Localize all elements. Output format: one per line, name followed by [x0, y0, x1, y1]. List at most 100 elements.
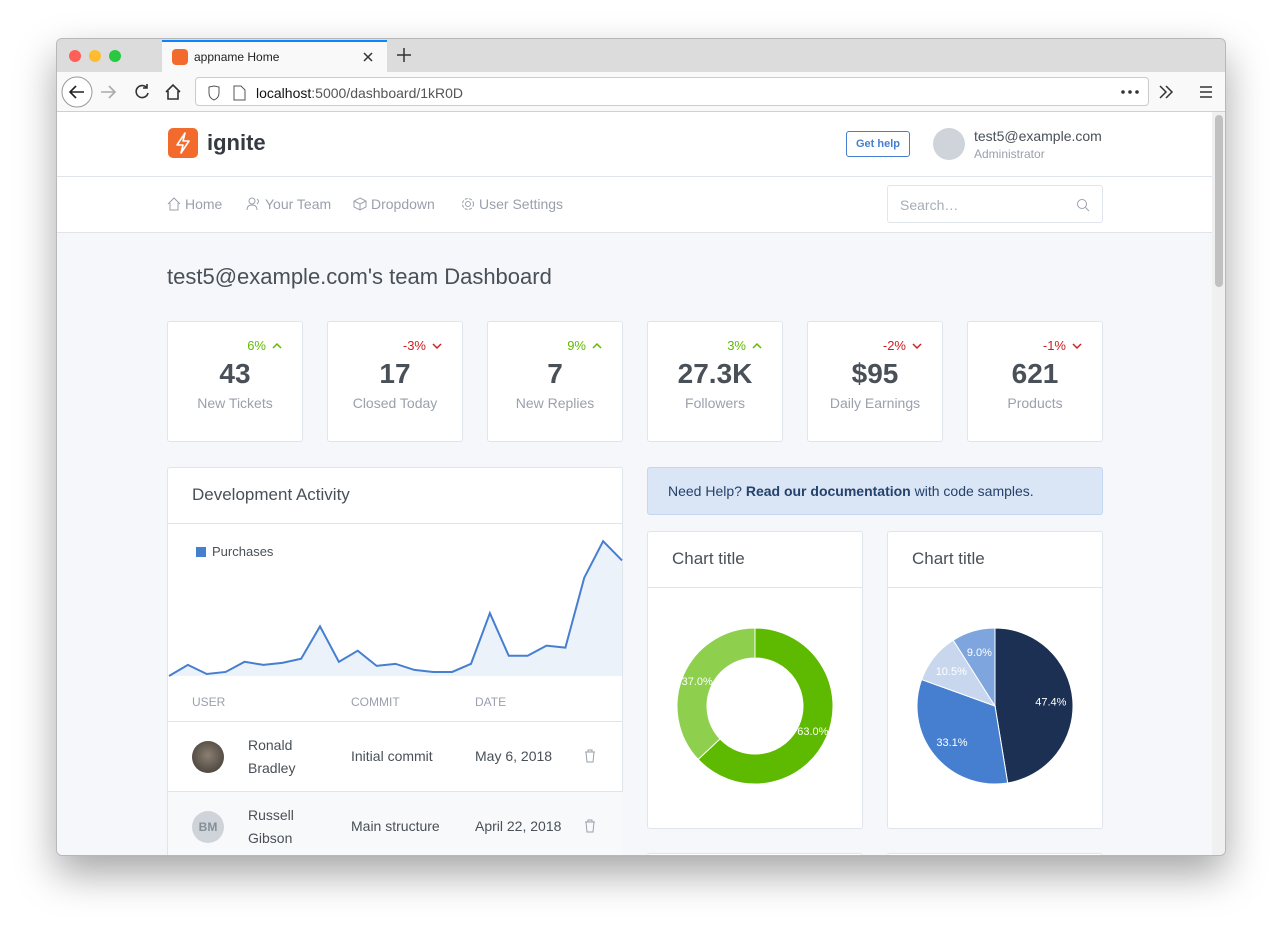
- change-text: -3%: [402, 338, 426, 353]
- trend-chevron: [592, 342, 602, 349]
- chart-card: Chart title 47.4% 33.1% 10.5% 9.0%: [887, 531, 1103, 829]
- legend-label: Purchases: [212, 544, 274, 559]
- nav-label: Home: [185, 196, 223, 212]
- trend-arrow: [432, 342, 442, 349]
- alert-tail: with code samples.: [914, 483, 1034, 499]
- user-avatar[interactable]: [933, 128, 965, 160]
- stat-card: 3% 27.3K Followers: [647, 321, 783, 442]
- stat-card: 9% 7 New Replies: [487, 321, 623, 442]
- stat-change: 3%: [727, 338, 762, 353]
- brand: ignite: [207, 130, 266, 155]
- stat-value: 621: [1011, 358, 1059, 389]
- slice: [952, 627, 996, 708]
- help-alert: Need Help? Read our documentation with c…: [647, 467, 1103, 515]
- url-host: localhost: [256, 85, 312, 101]
- help-button[interactable]: Get help: [846, 131, 910, 157]
- scrollbar[interactable]: [1212, 112, 1225, 855]
- donut-chart: 63.0% 37.0%: [676, 627, 834, 785]
- activity-card: Development Activity Purchases USER COMM…: [167, 467, 623, 855]
- trend-arrow: [752, 342, 762, 349]
- user-photo: [192, 741, 224, 773]
- tab-close[interactable]: [362, 51, 374, 63]
- nav-item[interactable]: User Settings: [461, 196, 563, 212]
- stat-card: -1% 621 Products: [967, 321, 1103, 442]
- slice-label: 9.0%: [967, 647, 992, 659]
- stat-label: Closed Today: [352, 395, 438, 411]
- site-header: ignite Get help test5@example.com Admini…: [57, 112, 1212, 177]
- zoom-dot[interactable]: [109, 50, 121, 62]
- nav-icon: [353, 197, 367, 211]
- column-header: DATE: [475, 695, 507, 709]
- nav-label: User Settings: [479, 196, 564, 212]
- card-title: Development Activity: [168, 468, 622, 524]
- stat-value: $95: [851, 358, 899, 389]
- date: April 22, 2018: [475, 818, 562, 834]
- commit: Initial commit: [351, 748, 433, 764]
- stat-value: 7: [547, 358, 563, 389]
- user-name: Ronald Bradley: [248, 737, 296, 776]
- tab-title: appname Home: [194, 50, 280, 64]
- nav-item[interactable]: Your Team: [246, 196, 331, 212]
- search-placeholder: Search…: [900, 197, 959, 213]
- trend-chevron: [752, 342, 762, 349]
- active-tab[interactable]: appname Home: [162, 40, 387, 72]
- more-button[interactable]: [1121, 90, 1139, 95]
- slice: [676, 627, 756, 761]
- overflow-button[interactable]: [1158, 84, 1174, 100]
- date: May 6, 2018: [475, 748, 553, 764]
- stat-label: New Replies: [515, 395, 595, 411]
- url-icons: [208, 85, 246, 101]
- slice: [697, 627, 834, 785]
- slice-label: 63.0%: [797, 726, 828, 738]
- stat-change: -2%: [883, 338, 922, 353]
- back-button[interactable]: [60, 75, 94, 109]
- delete-button[interactable]: [584, 819, 596, 833]
- card-title: Chart title: [648, 532, 862, 588]
- nav-item[interactable]: Home: [167, 196, 222, 212]
- menu-button[interactable]: [1199, 85, 1213, 99]
- nav-icon: [462, 198, 474, 210]
- delete-button[interactable]: [584, 749, 596, 763]
- table-row: BM Russell Gibson Main structure April 2…: [168, 792, 623, 855]
- close-dot[interactable]: [69, 50, 81, 62]
- pie-chart: 47.4% 33.1% 10.5%9.0%: [916, 627, 1074, 785]
- trend-arrow: [272, 342, 282, 349]
- url-path: :5000/dashboard/1kR0D: [311, 85, 464, 101]
- tab-icon: [172, 49, 188, 65]
- activity-chart: Purchases: [168, 539, 623, 677]
- column-header: USER: [192, 695, 226, 709]
- change-text: 6%: [247, 338, 266, 353]
- nav-label: Dropdown: [371, 196, 435, 212]
- stat-value: 43: [219, 358, 251, 389]
- search-box[interactable]: Search…: [887, 185, 1103, 223]
- trend-chevron: [912, 342, 922, 349]
- change-text: -2%: [882, 338, 906, 353]
- stat-card: 6% 43 New Tickets: [167, 321, 303, 442]
- alert-link[interactable]: Read our documentation: [745, 483, 911, 499]
- url-bar[interactable]: localhost:5000/dashboard/1kR0D: [195, 77, 1149, 106]
- user-role: Administrator: [974, 147, 1045, 161]
- stat-card: -3% 17 Closed Today: [327, 321, 463, 442]
- stat-change: 9%: [567, 338, 602, 353]
- stat-change: -3%: [403, 338, 442, 353]
- forward-button[interactable]: [99, 84, 117, 100]
- table-row: Ronald Bradley Initial commit May 6, 201…: [168, 722, 623, 792]
- trend-arrow: [1072, 342, 1082, 349]
- minimize-dot[interactable]: [89, 50, 101, 62]
- scroll-thumb[interactable]: [1215, 115, 1223, 287]
- trend-chevron: [272, 342, 282, 349]
- home-button[interactable]: [164, 83, 182, 101]
- page-title: test5@example.com's team Dashboard: [167, 264, 552, 289]
- area-fill: [169, 541, 622, 676]
- new-tab[interactable]: [396, 47, 412, 63]
- stat-label: New Tickets: [197, 395, 273, 411]
- viewport: ignite Get help test5@example.com Admini…: [57, 112, 1212, 855]
- user-email: test5@example.com: [974, 128, 1102, 144]
- stat-value: 17: [379, 358, 411, 389]
- trend-arrow: [592, 342, 602, 349]
- reload-button[interactable]: [133, 83, 151, 101]
- area-line: [168, 539, 623, 677]
- nav-item[interactable]: Dropdown: [353, 196, 435, 212]
- nav-bar: Home Your Team Dropdown User Settings Se…: [57, 177, 1212, 233]
